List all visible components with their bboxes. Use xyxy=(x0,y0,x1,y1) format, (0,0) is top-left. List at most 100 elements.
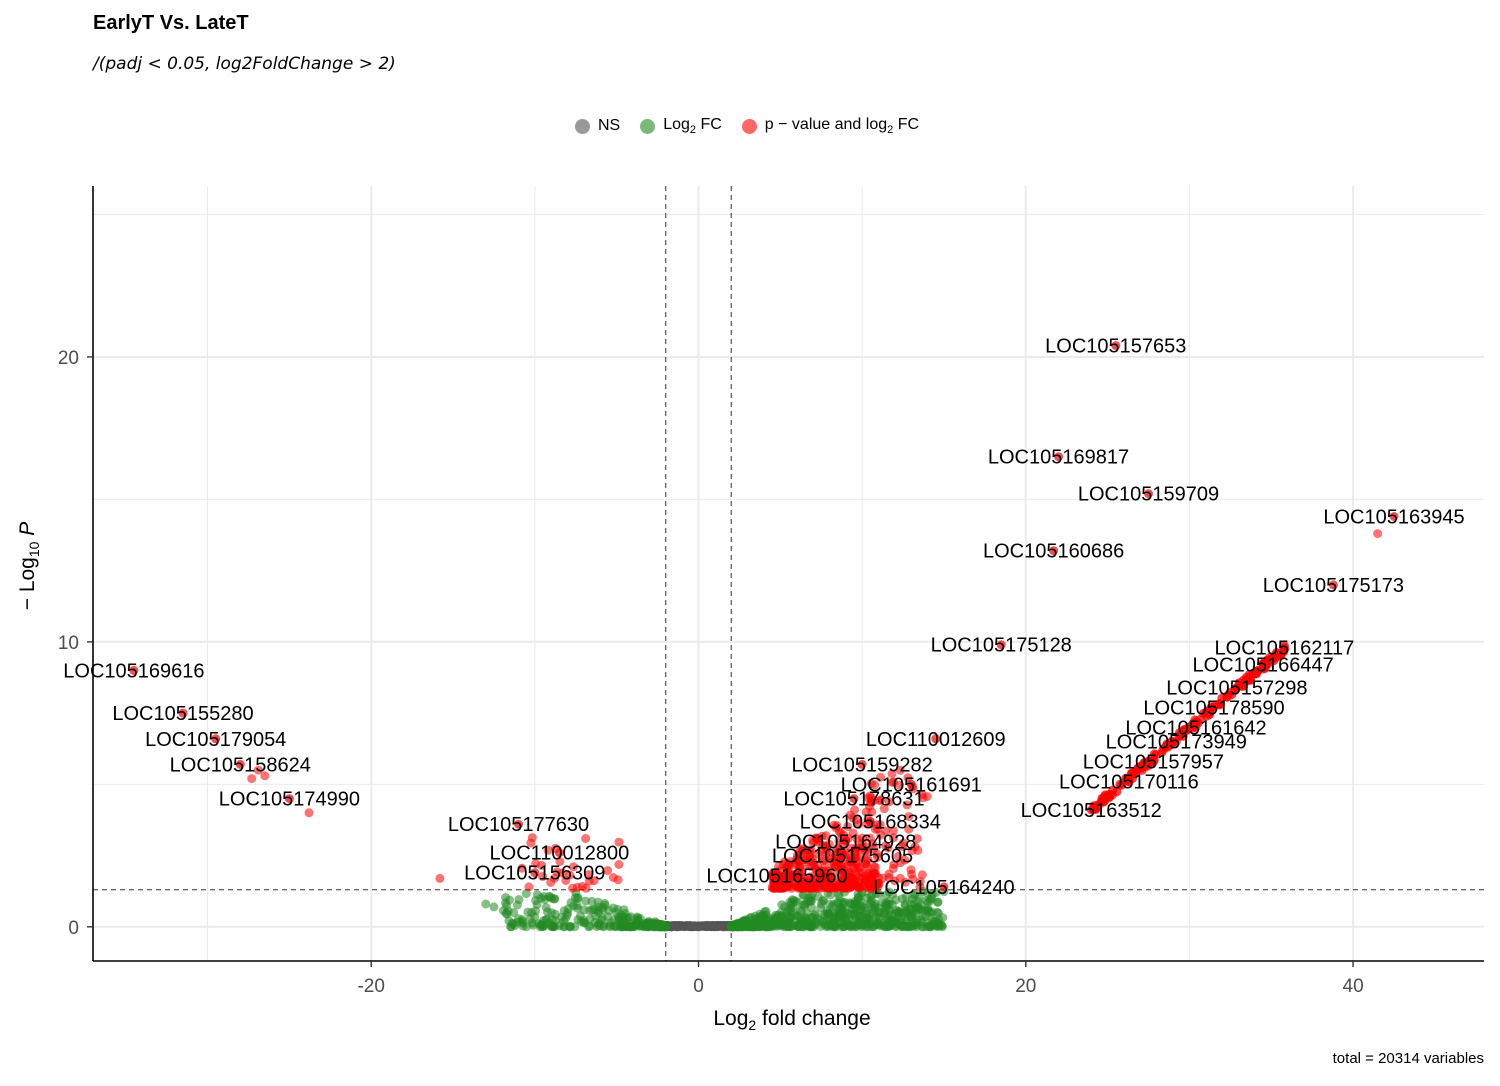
point-fc xyxy=(489,902,499,912)
y-axis-title: − Log10 P xyxy=(16,522,42,611)
labeled-point xyxy=(1124,777,1134,786)
point-fc xyxy=(780,919,790,929)
point-sig xyxy=(1241,676,1251,686)
point-sig xyxy=(843,822,853,832)
point-fc xyxy=(890,909,900,919)
point-sig xyxy=(805,881,815,891)
grid xyxy=(93,186,1484,961)
labeled-point xyxy=(235,759,245,769)
point-fc xyxy=(868,905,878,915)
labeled-point xyxy=(838,851,847,861)
point-sig xyxy=(787,883,796,893)
point-sig xyxy=(608,873,618,882)
point-sig xyxy=(1225,688,1235,697)
point-sig xyxy=(866,793,876,803)
point-sig xyxy=(853,881,863,891)
point-sig xyxy=(875,796,885,806)
point-fc xyxy=(922,918,932,928)
point-sig xyxy=(304,808,314,818)
legend-item-fc: Log2 FC xyxy=(640,116,722,136)
point-sig xyxy=(1269,653,1279,663)
point-fc xyxy=(884,899,894,909)
legend-label-ns: NS xyxy=(597,117,621,134)
point-sig xyxy=(569,862,578,872)
point-sig xyxy=(1202,706,1212,716)
chart-subtitle: /(padj < 0.05, log2FoldChange > 2) xyxy=(93,54,396,74)
y-tick-label: 10 xyxy=(58,633,79,654)
point-sig xyxy=(1179,726,1189,736)
point-fc xyxy=(931,919,941,929)
point-fc xyxy=(508,919,518,929)
point-sig xyxy=(1131,769,1141,778)
point-fc xyxy=(756,916,766,926)
point-label: LOC105164928 xyxy=(775,831,916,853)
point-fc xyxy=(858,901,868,911)
point-fc xyxy=(916,900,926,910)
point-fc xyxy=(581,896,591,906)
point-fc xyxy=(593,897,603,907)
point-label: LOC105177630 xyxy=(448,814,589,836)
point-sig xyxy=(799,855,809,864)
point-sig xyxy=(561,876,571,885)
point-fc xyxy=(864,921,874,931)
point-fc xyxy=(833,897,843,907)
labeled-point xyxy=(772,871,782,880)
point-fc xyxy=(812,914,822,923)
point-sig xyxy=(898,838,908,848)
point-label: LOC105159282 xyxy=(791,754,932,776)
point-sig xyxy=(890,876,900,886)
point-fc xyxy=(885,920,895,930)
point-sig xyxy=(876,772,886,782)
point-label: LOC110012609 xyxy=(866,729,1006,751)
point-fc xyxy=(733,922,743,932)
point-sig xyxy=(851,852,861,861)
point-label: LOC105163512 xyxy=(1021,800,1162,822)
point-sig xyxy=(798,846,807,856)
labeled-point xyxy=(1171,737,1181,747)
labeled-point xyxy=(1209,702,1219,712)
point-ns xyxy=(699,922,709,931)
point-sig xyxy=(817,831,827,841)
labeled-point xyxy=(284,794,294,804)
point-sig xyxy=(784,859,794,869)
labeled-point xyxy=(1389,512,1399,521)
point-fc xyxy=(573,893,583,903)
point-sig xyxy=(904,824,914,834)
point-sig xyxy=(584,870,594,880)
point-sig xyxy=(614,860,624,869)
point-sig xyxy=(838,883,848,893)
point-fc xyxy=(785,897,795,907)
data-points xyxy=(129,341,1399,932)
point-sig xyxy=(908,874,918,884)
point-sig xyxy=(853,863,863,873)
point-sig xyxy=(870,780,880,790)
point-fc xyxy=(481,899,491,909)
point-sig xyxy=(824,882,834,892)
labeled-point xyxy=(1111,341,1121,351)
point-fc xyxy=(891,895,901,905)
point-fc xyxy=(793,897,802,907)
point-sig xyxy=(517,863,527,873)
point-fc xyxy=(545,892,555,902)
point-fc xyxy=(726,922,736,931)
point-sig xyxy=(878,873,888,883)
point-sig xyxy=(531,859,541,869)
labeled-point xyxy=(554,848,564,858)
point-label: LOC105168334 xyxy=(800,811,941,833)
point-label: LOC105157957 xyxy=(1083,752,1224,774)
labeled-point xyxy=(931,734,941,744)
point-fc xyxy=(763,922,773,932)
point-sig xyxy=(884,797,894,807)
point-fc xyxy=(619,905,629,915)
point-sig xyxy=(856,844,865,854)
point-fc xyxy=(881,890,891,900)
point-sig xyxy=(777,882,787,892)
point-sig xyxy=(603,866,613,875)
point-label: LOC105160686 xyxy=(983,541,1124,563)
labeled-point xyxy=(129,665,139,675)
labeled-point xyxy=(514,819,523,829)
point-fc xyxy=(641,922,650,932)
labeled-point xyxy=(1148,757,1158,767)
x-tick-label: 40 xyxy=(1343,976,1364,997)
point-sig xyxy=(568,883,578,893)
